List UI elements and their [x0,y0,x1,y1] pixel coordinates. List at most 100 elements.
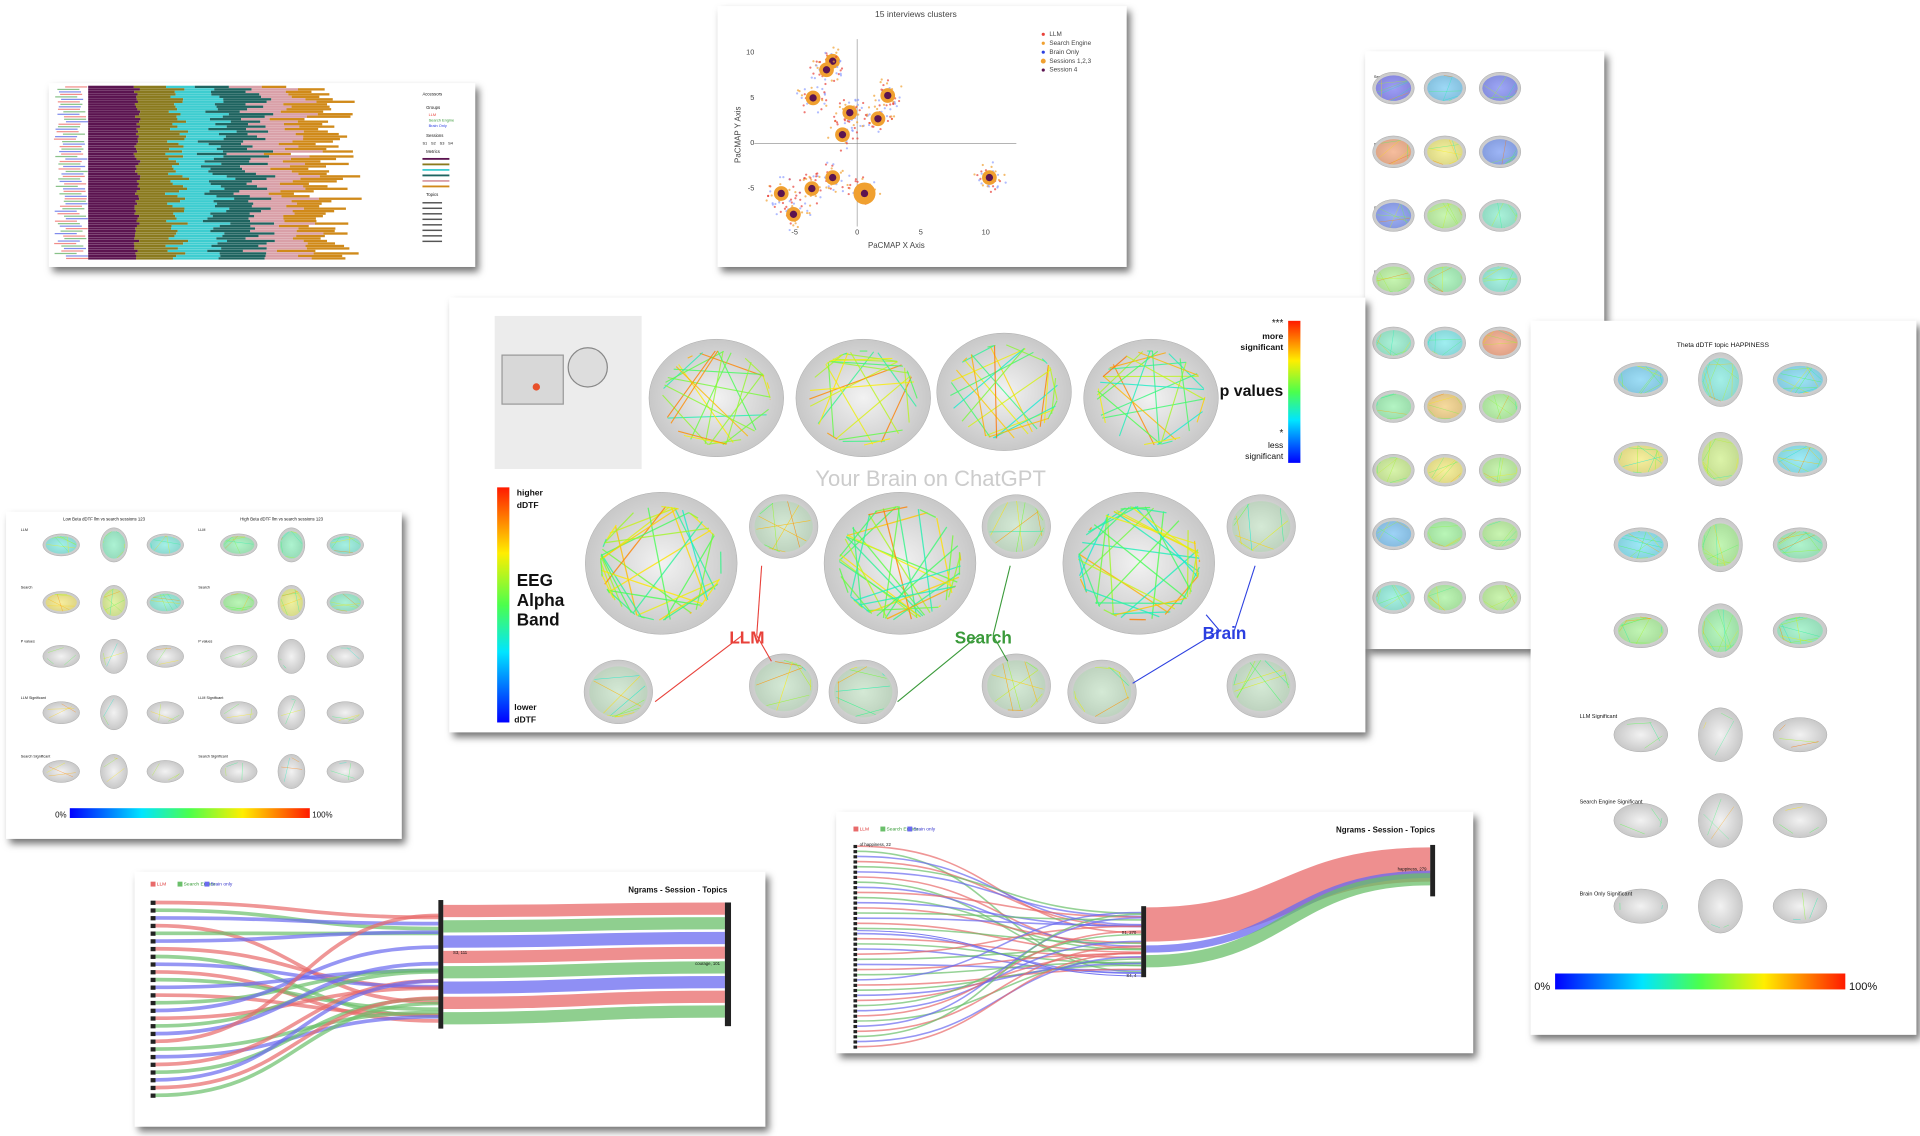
stacked-bar [136,254,177,258]
connection [600,573,614,599]
connection [1376,591,1380,598]
point [973,173,976,176]
head [1372,581,1415,614]
legend-swatch [880,826,886,832]
stacked-bar [229,207,271,210]
connection [224,650,250,659]
cluster-center-inner [822,66,831,74]
head-tint [1482,139,1518,165]
connection [1707,363,1733,366]
stacked-bar [241,142,279,146]
stacked-bar [267,162,305,166]
connection [1428,267,1452,280]
connection [1458,475,1461,478]
stacked-bar [303,207,346,210]
point [769,185,772,188]
row-label-mark [59,205,83,207]
row-label-mark [63,247,86,250]
point [838,102,842,105]
connection [1507,204,1517,218]
stacked-bar [88,249,138,253]
connection [1619,823,1645,835]
connection [1489,595,1517,608]
connection [336,609,348,612]
point [820,108,823,111]
label: Theta dDTF topic HAPPINESS [1677,342,1770,349]
flow [857,896,1142,951]
connection [294,589,300,612]
stacked-bar [136,190,180,193]
row-label-mark [58,106,81,108]
connection [150,600,180,604]
label: 15 interviews clusters [875,9,957,19]
row-label-mark [59,160,82,163]
connection [1496,395,1509,420]
stacked-bar [88,252,136,255]
flow [1146,847,1431,942]
point [848,174,851,177]
connection [1097,388,1106,424]
head-tint [1375,457,1412,483]
legend-marker [1040,58,1046,64]
point [991,185,995,188]
head-tint [834,666,893,718]
label: Sessions [426,133,443,138]
arrow [1233,565,1256,631]
connection [1705,617,1730,650]
node [853,855,858,859]
label: Search Engine [184,881,216,887]
stacked-bar [173,167,211,171]
point [1004,181,1007,184]
stacked-bar [88,98,137,101]
stacked-bar [212,214,255,218]
row-label-mark [61,153,84,155]
metric-swatch [422,157,450,160]
row-label-mark [62,133,85,135]
point [868,121,871,125]
point [847,186,850,190]
stacked-bar [88,113,140,116]
stacked-bar [133,152,166,156]
point [779,210,782,214]
point [890,117,894,120]
connection [1798,447,1811,473]
connection [970,354,1038,430]
flow [857,925,1142,955]
colorbar [69,808,310,818]
flow [857,964,1142,991]
label: Search Engine [887,826,919,832]
stacked-bar [136,127,171,131]
point [842,99,846,102]
connection [1708,645,1733,647]
stacked-bar [172,205,215,208]
stacked-bar [175,170,209,173]
connection [839,553,921,618]
connection [1431,541,1445,547]
connection [1497,202,1503,229]
connection [600,555,623,607]
connection [1703,721,1707,729]
row-label-mark [64,195,87,197]
connection [339,762,347,764]
stacked-bar [268,130,304,133]
connection [1782,549,1821,553]
connection [1119,672,1121,674]
stacked-bar [254,214,284,218]
connection [877,352,917,407]
connection [226,713,254,718]
stacked-bar [88,224,137,228]
connection [1095,602,1182,605]
label: EEG [517,570,553,590]
connection [1795,368,1813,394]
connection [67,536,69,553]
stacked-bar [266,247,307,250]
label: less [1268,440,1283,450]
point [809,66,812,69]
stacked-bar [292,237,321,240]
connection [835,685,890,692]
connection [836,697,876,715]
stacked-bar [303,239,328,243]
stacked-bar [88,105,137,108]
connection [1144,436,1181,446]
